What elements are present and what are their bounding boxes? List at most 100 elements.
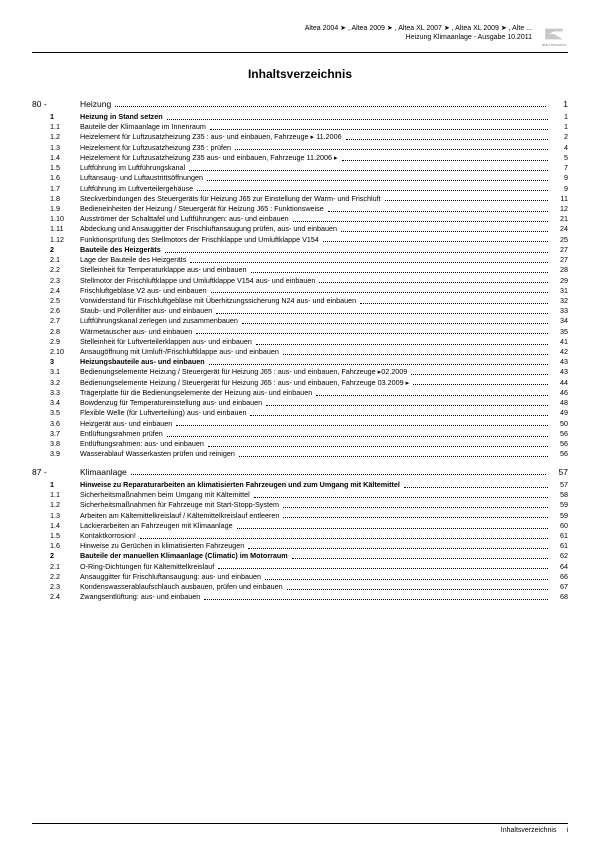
leader-dots (167, 436, 548, 437)
toc-entry: 1.3Arbeiten am Kältemittelkreislauf / Kä… (32, 511, 568, 521)
entry-page: 34 (550, 316, 568, 326)
section-number: 87 - (32, 467, 80, 477)
leader-dots (319, 282, 548, 283)
entry-title: Lackierarbeiten an Fahrzeugen mit Klimaa… (80, 521, 235, 531)
brand-logo: auto emoción (540, 24, 568, 48)
leader-dots (283, 507, 548, 508)
entry-title: O-Ring-Dichtungen für Kältemittelkreisla… (80, 562, 216, 572)
leader-dots (328, 211, 548, 212)
leader-dots (204, 599, 548, 600)
entry-page: 43 (550, 367, 568, 377)
entry-title: Heizelement für Luftzusatzheizung Z35 au… (80, 153, 340, 163)
entry-title: Stellmotor der Frischluftklappe und Umlu… (80, 276, 317, 286)
leader-dots (250, 415, 548, 416)
entry-page: 9 (550, 184, 568, 194)
entry-title: Funktionsprüfung des Stellmotors der Fri… (80, 235, 321, 245)
section-name: Klimaanlage (80, 467, 127, 477)
leader-dots (216, 313, 548, 314)
entry-page: 1 (550, 112, 568, 122)
entry-page: 67 (550, 582, 568, 592)
entry-number: 1.11 (32, 224, 80, 234)
entry-page: 1 (550, 122, 568, 132)
entry-number: 2.7 (32, 316, 80, 326)
entry-number: 3 (32, 357, 80, 367)
section-page: 57 (550, 467, 568, 477)
leader-dots (239, 456, 548, 457)
leader-dots (346, 139, 548, 140)
toc-entry: 1.4Lackierarbeiten an Fahrzeugen mit Kli… (32, 521, 568, 531)
entry-page: 27 (550, 245, 568, 255)
leader-dots (211, 292, 548, 293)
entry-title: Wasserablauf Wasserkasten prüfen und rei… (80, 449, 237, 459)
leader-dots (196, 333, 548, 334)
entry-title: Arbeiten am Kältemittelkreislauf / Kälte… (80, 511, 281, 521)
toc-entry: 2.4Zwangsentlüftung: aus- und einbauen68 (32, 592, 568, 602)
entry-number: 3.6 (32, 419, 80, 429)
leader-dots (251, 272, 549, 273)
toc-entry: 2.1O-Ring-Dichtungen für Kältemittelkrei… (32, 562, 568, 572)
entry-page: 62 (550, 551, 568, 561)
entry-page: 59 (550, 500, 568, 510)
entry-title: Entlüftungsrahmen prüfen (80, 429, 165, 439)
entry-number: 1.6 (32, 173, 80, 183)
entry-page: 46 (550, 388, 568, 398)
toc-entry: 1Hinweise zu Reparaturarbeiten an klimat… (32, 480, 568, 490)
leader-dots (237, 528, 548, 529)
toc-entry: 3.1Bedienungselemente Heizung / Steuerge… (32, 367, 568, 377)
entry-page: 29 (550, 276, 568, 286)
toc-entry: 3.4Bowdenzug für Temperatureinstellung a… (32, 398, 568, 408)
entry-page: 24 (550, 224, 568, 234)
entry-number: 2.1 (32, 255, 80, 265)
entry-page: 5 (550, 153, 568, 163)
header-text: Altea 2004 ➤ , Altea 2009 ➤ , Altea XL 2… (32, 24, 540, 42)
leader-dots (316, 395, 548, 396)
footer-page: i (566, 827, 568, 834)
leader-dots (360, 303, 548, 304)
entry-page: 64 (550, 562, 568, 572)
entry-number: 1.5 (32, 531, 80, 541)
leader-dots (235, 149, 548, 150)
entry-title: Kontaktkorrosion! (80, 531, 138, 541)
toc-entry: 2.1Lage der Bauteile des Heizgeräts27 (32, 255, 568, 265)
toc-entry: 1.3Heizelement für Luftzusatzheizung Z35… (32, 143, 568, 153)
section-name: Heizung (80, 99, 111, 109)
entry-number: 1 (32, 480, 80, 490)
entry-page: 58 (550, 490, 568, 500)
entry-title: Trägerplatte für die Bedienungselemente … (80, 388, 314, 398)
leader-dots (115, 106, 546, 107)
entry-number: 3.1 (32, 367, 80, 377)
entry-number: 2.1 (32, 562, 80, 572)
leader-dots (265, 579, 548, 580)
entry-page: 44 (550, 378, 568, 388)
leader-dots (385, 200, 548, 201)
page-footer: Inhaltsverzeichnis i (32, 823, 568, 834)
entry-title: Hinweise zu Reparaturarbeiten an klimati… (80, 480, 402, 490)
entry-number: 3.5 (32, 408, 80, 418)
entry-title: Flexible Welle (für Luftverteilung) aus-… (80, 408, 248, 418)
leader-dots (283, 354, 548, 355)
entry-number: 2.9 (32, 337, 80, 347)
entry-number: 2 (32, 245, 80, 255)
toc-entry: 2Bauteile der manuellen Klimaanlage (Cli… (32, 551, 568, 561)
entry-page: 27 (550, 255, 568, 265)
leader-dots (342, 160, 548, 161)
entry-title: Luftführungskanal zerlegen und zusammenb… (80, 316, 240, 326)
leader-dots (140, 538, 548, 539)
leader-dots (242, 323, 548, 324)
entry-title: Zwangsentlüftung: aus- und einbauen (80, 592, 202, 602)
entry-page: 35 (550, 327, 568, 337)
entry-number: 2 (32, 551, 80, 561)
section-number: 80 - (32, 99, 80, 109)
entry-title: Bauteile der Klimaanlage im Innenraum (80, 122, 208, 132)
entry-page: 25 (550, 235, 568, 245)
entry-number: 1.2 (32, 500, 80, 510)
leader-dots (210, 129, 548, 130)
entry-page: 60 (550, 521, 568, 531)
toc-entry: 3Heizungsbauteile aus- und einbauen43 (32, 357, 568, 367)
entry-title: Abdeckung und Ansauggitter der Frischluf… (80, 224, 339, 234)
entry-number: 3.4 (32, 398, 80, 408)
entry-page: 50 (550, 419, 568, 429)
entry-page: 12 (550, 204, 568, 214)
leader-dots (287, 589, 548, 590)
leader-dots (283, 517, 548, 518)
